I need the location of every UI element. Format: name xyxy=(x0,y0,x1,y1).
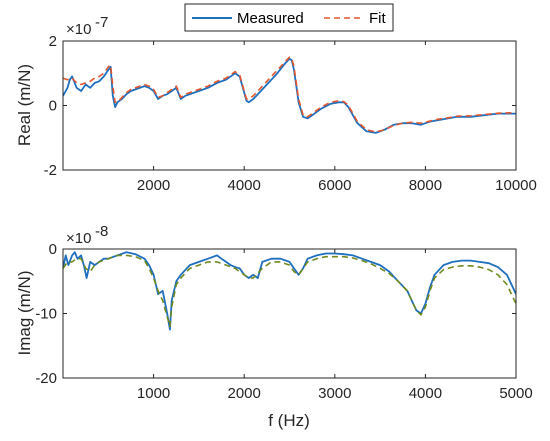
imag-x-tick-label: 5000 xyxy=(499,385,532,402)
imag-ticks: 1000 2000 3000 4000 5000 -20 -10 0 xyxy=(35,241,532,402)
real-x-tick-label: 8000 xyxy=(409,177,442,194)
real-series-measured-line xyxy=(63,57,516,134)
imag-x-tick-label: 3000 xyxy=(318,385,351,402)
imag-x-axis-label: f (Hz) xyxy=(268,411,310,430)
imag-y-tick-label: -10 xyxy=(35,306,57,323)
real-y-tick-label: 2 xyxy=(49,33,57,50)
real-series-group xyxy=(63,56,516,134)
imag-series-measured-line xyxy=(63,251,516,331)
legend-measured-label: Measured xyxy=(237,10,304,27)
real-x-tick-label: 6000 xyxy=(318,177,351,194)
real-axes-box xyxy=(62,40,517,171)
legend-fit-label: Fit xyxy=(369,10,386,27)
imag-part-panel: 1000 2000 3000 4000 5000 -20 -10 0 ×10 -8 Imag … xyxy=(15,223,533,430)
real-exponent-base: ×10 xyxy=(66,21,91,38)
imag-exponent-power: -8 xyxy=(95,223,108,240)
imag-x-tick-label: 4000 xyxy=(409,385,442,402)
imag-series-group xyxy=(63,251,516,331)
legend: Measured Fit xyxy=(184,3,394,32)
real-exponent-power: -7 xyxy=(95,14,108,31)
imag-x-tick-label: 1000 xyxy=(137,385,170,402)
real-x-tick-label: 2000 xyxy=(137,177,170,194)
real-ticks: 2000 4000 6000 8000 10000 -2 0 2 xyxy=(44,33,537,194)
real-y-axis-label: Real (m/N) xyxy=(15,64,34,146)
imag-y-tick-label: -20 xyxy=(35,370,57,387)
imag-y-tick-label: 0 xyxy=(49,241,57,258)
real-part-panel: 2000 4000 6000 8000 10000 -2 0 2 ×10 -7 Real (m… xyxy=(15,14,537,194)
imag-y-axis-label: Imag (m/N) xyxy=(15,271,34,356)
real-y-tick-label: 0 xyxy=(49,98,57,115)
real-x-tick-label: 4000 xyxy=(228,177,261,194)
real-y-tick-label: -2 xyxy=(44,162,57,179)
imag-exponent-base: ×10 xyxy=(66,230,91,247)
imag-series-fit-line xyxy=(63,254,516,328)
real-x-tick-label: 10000 xyxy=(495,177,537,194)
real-series-fit-line xyxy=(63,56,516,133)
imag-x-tick-label: 2000 xyxy=(228,385,261,402)
